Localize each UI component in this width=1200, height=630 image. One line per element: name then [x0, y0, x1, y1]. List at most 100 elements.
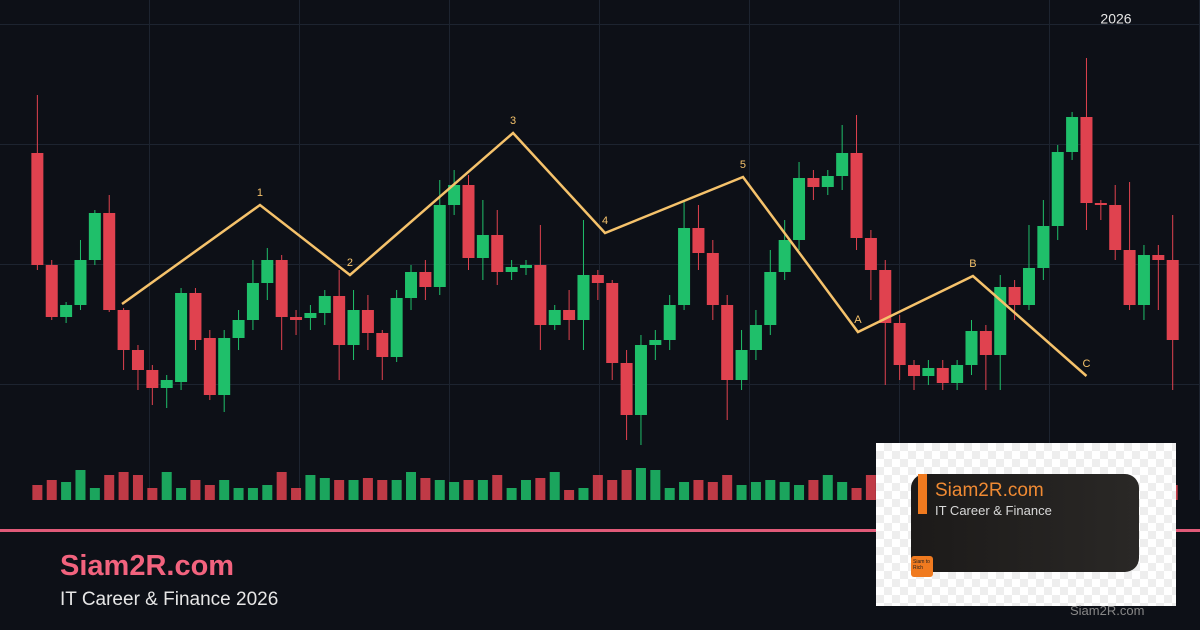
candle-body [649, 340, 662, 345]
candle-body [318, 296, 331, 313]
candle-body [1166, 260, 1179, 340]
volume-bar [319, 478, 330, 500]
volume-bar [851, 488, 862, 500]
candle-body [290, 317, 303, 320]
candle-body [577, 275, 590, 320]
wave-label: 3 [510, 115, 516, 127]
volume-bar [377, 480, 388, 500]
watermark: Siam2R.com [1070, 603, 1145, 618]
volume-bar [75, 470, 86, 500]
candle-body [1094, 203, 1107, 205]
wave-label: 4 [602, 215, 608, 227]
candle-body [519, 265, 532, 268]
candle-body [261, 260, 274, 283]
candle-body [908, 365, 921, 376]
volume-bar [463, 480, 474, 500]
volume-bar [161, 472, 172, 500]
badge-tagline: IT Career & Finance [935, 503, 1052, 518]
candle-body [821, 176, 834, 187]
candle-body [505, 267, 518, 272]
candle-body [735, 350, 748, 380]
volume-bar [32, 485, 43, 500]
candle-body [131, 350, 144, 370]
corner-label: 2026 [1100, 11, 1131, 27]
candle-body [634, 345, 647, 415]
volume-bar [233, 488, 244, 500]
volume-bar [621, 470, 632, 500]
wave-label: C [1082, 358, 1090, 370]
volume-bar [837, 482, 848, 500]
volume-bar [765, 480, 776, 500]
volume-bar [334, 480, 345, 500]
volume-bar [578, 488, 589, 500]
volume-bar [635, 468, 646, 500]
volume-bar [520, 480, 531, 500]
candle-body [1109, 205, 1122, 250]
candle-body [836, 153, 849, 176]
volume-bar [434, 480, 445, 500]
candle-body [361, 310, 374, 333]
candle-body [246, 283, 259, 320]
candle-body [448, 185, 461, 205]
volume-bar [118, 472, 129, 500]
candle-body [491, 235, 504, 272]
volume-bar [607, 480, 618, 500]
volume-bar [291, 488, 302, 500]
candle-body [103, 213, 116, 310]
volume-bar [362, 478, 373, 500]
candle-body [333, 296, 346, 345]
volume-bar [650, 470, 661, 500]
divider [0, 529, 1200, 532]
candle-body [678, 228, 691, 305]
candle-body [433, 205, 446, 287]
candle-body [31, 153, 44, 265]
candle-body [1037, 226, 1050, 268]
candle-body [45, 265, 58, 317]
candle-body [778, 240, 791, 272]
candle-body [764, 272, 777, 325]
wave-label: 1 [257, 187, 263, 199]
volume-bar [305, 475, 316, 500]
candle-body [663, 305, 676, 340]
candle-body [275, 260, 288, 317]
volume-bar [779, 482, 790, 500]
candle-body [606, 283, 619, 363]
volume-bar [204, 485, 215, 500]
volume-bar [449, 482, 460, 500]
volume-bar [822, 475, 833, 500]
volume-bar [391, 480, 402, 500]
candle-body [218, 338, 231, 395]
volume-bar [722, 475, 733, 500]
wave-label: 5 [740, 159, 746, 171]
candle-body [1152, 255, 1165, 260]
wave-label: A [854, 314, 862, 326]
candle-body [203, 338, 216, 395]
candle-body [548, 310, 561, 325]
volume-bar [420, 478, 431, 500]
candle-body [620, 363, 633, 415]
volume-bar [693, 480, 704, 500]
candle-body [749, 325, 762, 350]
volume-bar [808, 480, 819, 500]
candle-body [1022, 268, 1035, 305]
candle-body [706, 253, 719, 305]
candle-body [793, 178, 806, 240]
candle-body [175, 293, 188, 382]
badge-bar [918, 474, 927, 514]
volume-bar [664, 488, 675, 500]
candle-body [1080, 117, 1093, 203]
candle-body [160, 380, 173, 388]
badge-panel: Siam2R.com IT Career & Finance Siam to R… [876, 443, 1176, 606]
candle-body [721, 305, 734, 380]
volume-bar [592, 475, 603, 500]
volume-bar [46, 480, 57, 500]
candle-body [376, 333, 389, 357]
candle-body [1066, 117, 1079, 152]
wave-label: B [969, 258, 976, 270]
volume-bar [564, 490, 575, 500]
wave-label: 2 [347, 257, 353, 269]
candle-body [965, 331, 978, 365]
volume-bar [477, 480, 488, 500]
badge-card [911, 474, 1139, 572]
